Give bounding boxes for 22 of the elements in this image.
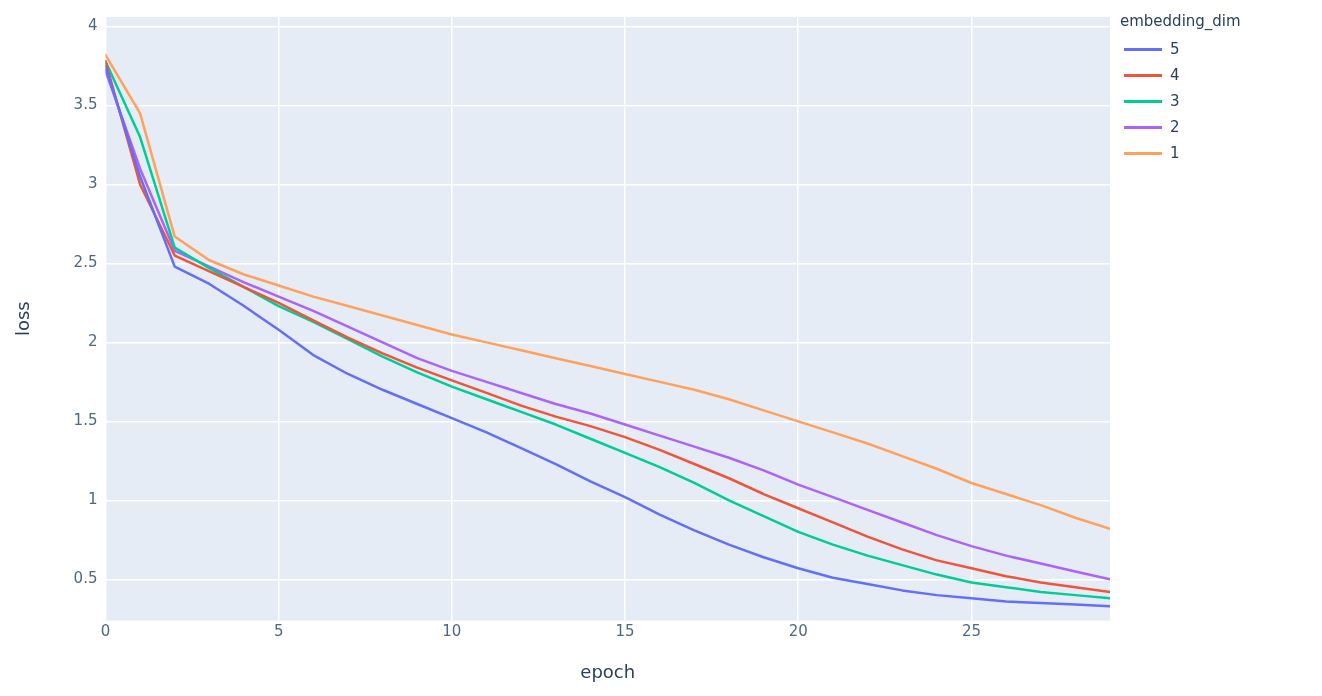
- x-tick-label: 10: [442, 622, 462, 641]
- legend-label: 2: [1170, 118, 1180, 136]
- x-tick-label: 20: [788, 622, 808, 641]
- y-tick-label: 0.5: [73, 569, 98, 588]
- y-tick-label: 3.5: [73, 95, 98, 114]
- y-tick-label: 4: [87, 16, 98, 35]
- y-axis-title: loss: [12, 301, 34, 337]
- x-tick-label: 5: [273, 622, 284, 641]
- legend-label: 4: [1170, 66, 1180, 84]
- x-tick-label: 0: [100, 622, 111, 641]
- legend-label: 1: [1170, 144, 1180, 162]
- y-tick-label: 2: [87, 332, 98, 351]
- x-tick-label: 15: [615, 622, 635, 641]
- x-tick-label: 25: [961, 622, 981, 641]
- y-tick-label: 1: [87, 490, 98, 509]
- y-tick-label: 3: [87, 174, 98, 193]
- y-tick-label: 1.5: [73, 411, 98, 430]
- legend-label: 5: [1170, 40, 1180, 58]
- legend-title: embedding_dim: [1120, 12, 1241, 30]
- legend-label: 3: [1170, 92, 1180, 110]
- x-axis-title: epoch: [580, 660, 636, 682]
- y-tick-label: 2.5: [73, 253, 98, 272]
